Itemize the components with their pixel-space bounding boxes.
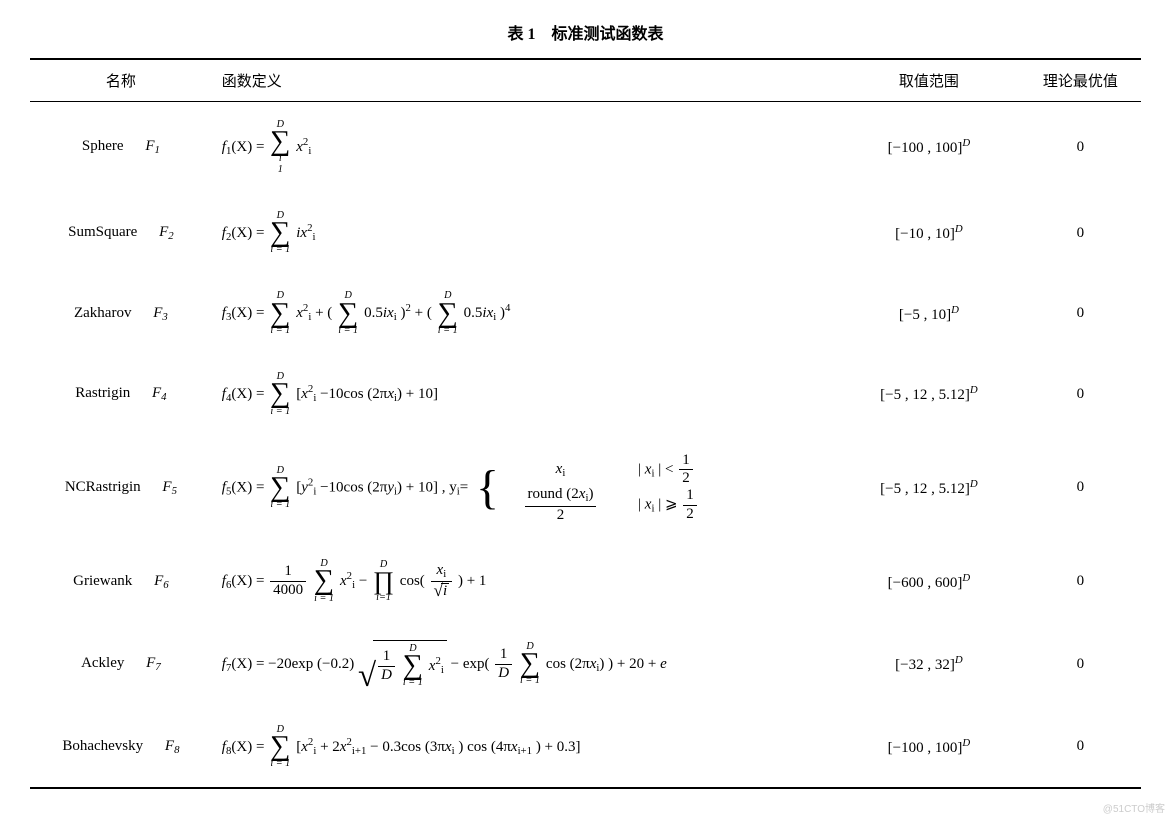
table-row: SumSquare F2 f2(X) = D∑i = 1 ix2i [−10 ,…	[30, 193, 1141, 274]
fn-name: Zakharov	[74, 305, 131, 321]
range: [−100 , 100]D	[888, 140, 971, 156]
benchmark-table: 名称 函数定义 取值范围 理论最优值 Sphere F1 f1(X) = D∑i…	[30, 58, 1141, 789]
fn-definition: f8(X) = D∑i = 1 [x2i + 2x2i+1 − 0.3cos (…	[222, 725, 581, 770]
header-row: 名称 函数定义 取值范围 理论最优值	[30, 59, 1141, 102]
table-caption: 表 1 标准测试函数表	[30, 20, 1141, 44]
table-row: Griewank F6 f6(X) = 14000 D∑i = 1 x2i − …	[30, 541, 1141, 622]
fn-definition: f5(X) = D∑i = 1 [y2i −10cos (2πyi) + 10]…	[222, 453, 699, 524]
fn-definition: f4(X) = D∑i = 1 [x2i −10cos (2πxi) + 10]	[222, 372, 438, 417]
table-row: Zakharov F3 f3(X) = D∑i = 1 x2i + ( D∑i …	[30, 273, 1141, 354]
fn-definition: f1(X) = D∑i1 x2i	[222, 120, 312, 175]
table-row: Bohachevsky F8 f8(X) = D∑i = 1 [x2i + 2x…	[30, 707, 1141, 789]
fn-name: Griewank	[73, 573, 132, 589]
watermark: @51CTO博客	[1103, 800, 1165, 815]
fn-definition: f2(X) = D∑i = 1 ix2i	[222, 211, 316, 256]
fn-name: Ackley	[81, 655, 124, 671]
fn-name: SumSquare	[68, 224, 137, 240]
table-row: Rastrigin F4 f4(X) = D∑i = 1 [x2i −10cos…	[30, 354, 1141, 435]
fn-definition: f3(X) = D∑i = 1 x2i + ( D∑i = 1 0.5ixi )…	[222, 291, 511, 336]
fn-name: Bohachevsky	[62, 738, 143, 754]
th-opt: 理论最优值	[1020, 59, 1141, 102]
fn-name: Rastrigin	[75, 385, 130, 401]
fn-index: 1	[154, 144, 159, 156]
fn-definition: f7(X) = −20exp (−0.2) √ 1D D∑i = 1 x2i −…	[222, 640, 667, 689]
th-range: 取值范围	[838, 59, 1020, 102]
th-name: 名称	[30, 59, 212, 102]
fn-definition: f6(X) = 14000 D∑i = 1 x2i − D∏i=1 cos( x…	[222, 559, 487, 604]
th-def: 函数定义	[212, 59, 838, 102]
table-row: Ackley F7 f7(X) = −20exp (−0.2) √ 1D D∑i…	[30, 622, 1141, 707]
optimum: 0	[1020, 102, 1141, 193]
table-row: NCRastrigin F5 f5(X) = D∑i = 1 [y2i −10c…	[30, 435, 1141, 542]
fn-name: NCRastrigin	[65, 479, 141, 495]
table-row: Sphere F1 f1(X) = D∑i1 x2i [−100 , 100]D…	[30, 102, 1141, 193]
fn-name: Sphere	[82, 138, 124, 154]
